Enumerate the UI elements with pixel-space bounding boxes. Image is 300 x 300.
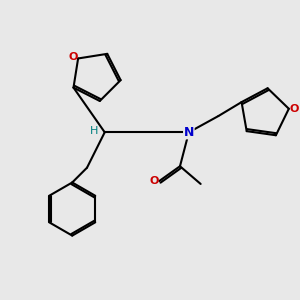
Text: O: O [290, 104, 299, 114]
Text: O: O [149, 176, 159, 186]
Text: H: H [90, 126, 99, 136]
Text: N: N [184, 126, 194, 139]
Text: O: O [69, 52, 78, 62]
